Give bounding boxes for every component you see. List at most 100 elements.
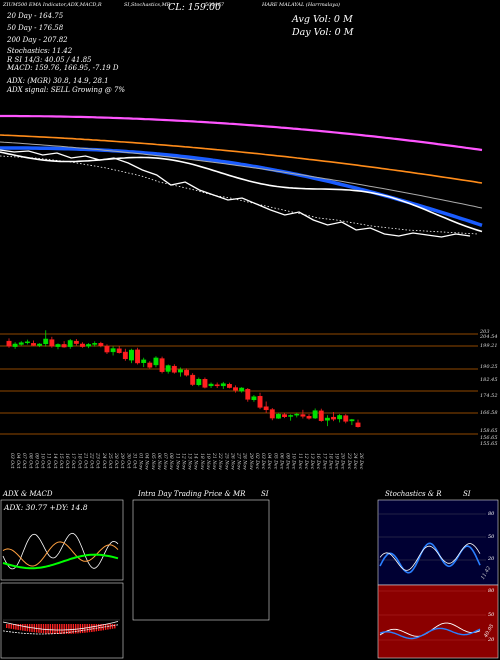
date-label-9: 16 Oct [64,453,70,469]
candle-body-26 [165,365,171,372]
macd-histogram [2,619,120,635]
ma50-readout: 50 Day - 176.58 [7,24,64,32]
stochastics-lines [378,513,486,574]
macd-bar-11 [31,624,33,632]
macd-bar-2 [10,624,12,629]
date-label-38: 28 Nov [242,452,248,470]
candle-body-43 [269,409,275,419]
adx-panel-readout: ADX: 30.77 +DY: 14.8 [4,503,88,512]
macd-bar-31 [77,624,79,634]
ema-dotted-line [0,155,479,235]
adx-line [2,553,119,570]
date-label-7: 14 Oct [52,453,58,469]
ma-line-grey [0,141,483,209]
date-label-0: 03 Oct [9,453,15,469]
date-label-44: 06 Dec [278,453,284,470]
macd-line [2,621,119,631]
stoch-tick-50: 50 [488,534,495,540]
candle-body-57 [355,422,361,428]
macd-bar-45 [109,624,111,630]
candle-body-38 [239,387,245,392]
chart-header-line: ZIUM500 EMA Indicator,ADX,MACD,R [3,2,102,8]
macd-bar-47 [114,624,116,629]
stoch-panel-title: Stochastics & R [385,490,442,498]
rsi-signal-line [379,627,481,640]
stoch-value-label: 11.42 [479,565,493,581]
price-label-3: 190.25 [480,364,498,370]
adx-lines [2,532,119,570]
stoch-tick-80: 80 [488,511,495,517]
candle-body-10 [67,340,73,347]
candle-body-49 [306,416,312,419]
price-label-1: 204.54 [479,334,498,340]
avg-volume: Avg Vol: 0 M [292,14,353,25]
macd-bar-42 [102,624,104,631]
macd-panel [0,582,124,659]
candle-body-21 [135,349,141,364]
date-label-1: 04 Oct [15,453,21,469]
price-line [0,149,471,238]
date-label-35: 25 Nov [223,452,229,470]
macd-bar-36 [88,624,91,633]
candle-body-9 [61,344,67,348]
intraday-panel-title: Intra Day Trading Price & MR [138,490,246,498]
date-label-22: 04 Nov [144,453,150,470]
candle-body-34 [214,384,220,387]
macd-bar-43 [104,624,107,630]
price-label-9: 155.65 [480,441,498,447]
rsi-tick-80: 80 [488,588,495,594]
date-label-43: 05 Dec [272,453,278,470]
date-label-42: 04 Dec [266,453,272,470]
date-label-53: 19 Dec [334,453,340,470]
date-label-34: 22 Nov [217,452,223,470]
rsi-tick-50: 50 [488,612,495,618]
candle-body-20 [129,349,134,361]
date-label-21: 01 Nov [138,453,144,470]
candle-body-28 [177,369,183,373]
symbol-code: 500467 [205,2,225,8]
candle-body-1 [12,343,18,347]
ma-line-1 [0,134,483,184]
candle-body-18 [116,348,122,353]
macd-signal-line [2,624,119,635]
date-label-40: 02 Dec [254,453,260,470]
candle-body-51 [318,410,324,421]
candle-body-15 [98,343,104,346]
macd-bar-41 [100,624,102,631]
candle-body-7 [49,339,55,347]
candle-body-30 [190,374,196,385]
stoch-panel-title-suffix: SI [463,490,471,498]
macd-bar-15 [40,624,42,633]
candle-body-55 [343,415,349,422]
date-label-16: 25 Oct [107,452,113,469]
stoch-tick-20: 20 [488,556,495,562]
date-label-4: 09 Oct [33,453,39,469]
macd-bar-27 [68,624,70,634]
date-label-26: 08 Nov [168,453,174,470]
date-label-31: 18 Nov [199,453,205,470]
macd-bar-12 [33,624,35,633]
macd-bar-4 [15,624,17,630]
macd-bar-7 [22,624,24,631]
date-label-32: 19 Nov [205,453,211,470]
macd-bar-22 [56,624,58,634]
macd-bar-6 [19,624,22,631]
macd-bar-29 [72,624,75,634]
candle-body-33 [208,383,214,387]
date-label-3: 08 Oct [27,453,33,469]
macd-bar-21 [54,624,56,634]
macd-bar-44 [107,624,109,630]
ma200-readout: 200 Day - 207.82 [7,36,68,44]
adx-minus-di [2,541,119,567]
date-label-10: 17 Oct [70,453,76,469]
date-label-11: 18 Oct [76,453,82,469]
date-label-45: 09 Dec [285,453,291,470]
candle-body-53 [331,416,336,420]
intraday-panel-title-suffix: SI [261,490,269,498]
candle-body-35 [220,383,226,387]
macd-bar-38 [93,624,95,632]
date-label-15: 24 Oct [101,452,107,469]
ma-line-2 [0,146,483,227]
price-grid-lines [0,333,478,435]
candle-body-2 [18,342,24,345]
